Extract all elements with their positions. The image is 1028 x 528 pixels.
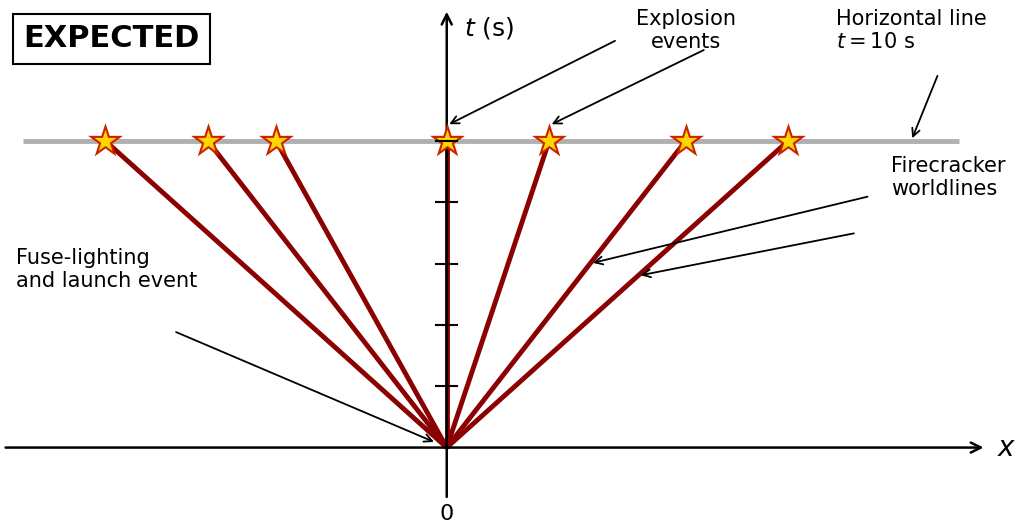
Point: [780, 137, 797, 145]
Point: [199, 137, 216, 145]
Text: Explosion
events: Explosion events: [635, 9, 736, 52]
Point: [541, 137, 557, 145]
Point: [780, 137, 797, 145]
Point: [439, 137, 455, 145]
Point: [677, 137, 694, 145]
Point: [677, 137, 694, 145]
Text: Horizontal line
$t = 10$ s: Horizontal line $t = 10$ s: [836, 9, 986, 52]
Point: [267, 137, 284, 145]
Text: Firecracker
worldlines: Firecracker worldlines: [890, 156, 1005, 200]
Text: $t$ (s): $t$ (s): [464, 15, 514, 41]
Point: [267, 137, 284, 145]
Point: [97, 137, 113, 145]
Text: EXPECTED: EXPECTED: [24, 24, 199, 53]
Point: [199, 137, 216, 145]
Text: Fuse-lighting
and launch event: Fuse-lighting and launch event: [16, 248, 197, 291]
Text: 0: 0: [440, 504, 453, 524]
Text: $x$: $x$: [996, 433, 1016, 461]
Point: [439, 137, 455, 145]
Point: [541, 137, 557, 145]
Point: [97, 137, 113, 145]
